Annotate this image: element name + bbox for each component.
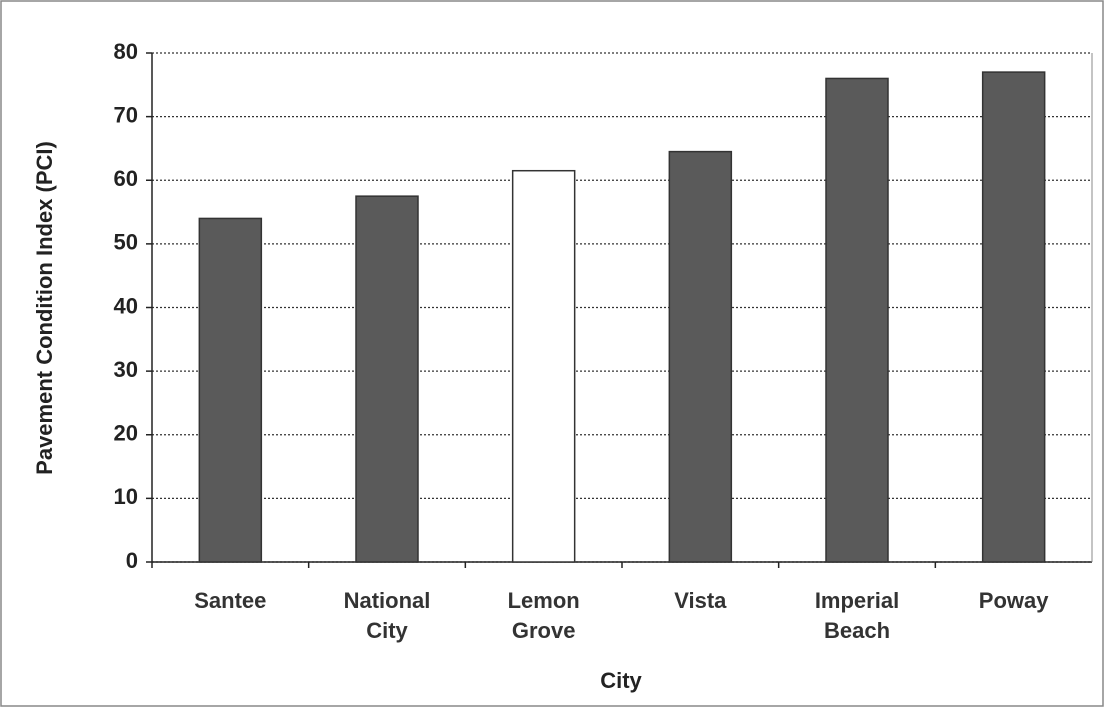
y-tick-label: 50 <box>114 230 138 255</box>
y-tick-label: 80 <box>114 39 138 64</box>
y-tick-label: 10 <box>114 484 138 509</box>
x-tick-label: Imperial Beach <box>814 588 900 643</box>
x-tick-label: Lemon Grove <box>507 588 580 643</box>
bar <box>355 195 419 563</box>
bar <box>198 217 263 563</box>
bar <box>825 77 889 563</box>
bar <box>511 169 576 563</box>
x-tick-label: Poway <box>978 588 1049 613</box>
x-tick-label: Santee <box>194 588 267 613</box>
bar <box>668 150 733 563</box>
y-axis-label: Pavement Condition Index (PCI) <box>32 141 57 475</box>
y-tick-label: 30 <box>114 357 138 382</box>
y-tick-label: 40 <box>114 293 138 318</box>
x-tick-label: Vista <box>674 588 727 613</box>
y-tick-label: 20 <box>114 421 138 446</box>
x-tick-label: National City <box>343 588 431 643</box>
y-tick-label: 0 <box>126 548 138 573</box>
y-tick-label: 60 <box>114 166 138 191</box>
bar <box>981 71 1046 563</box>
x-axis-label: City <box>600 668 642 693</box>
y-tick-label: 70 <box>114 102 138 127</box>
